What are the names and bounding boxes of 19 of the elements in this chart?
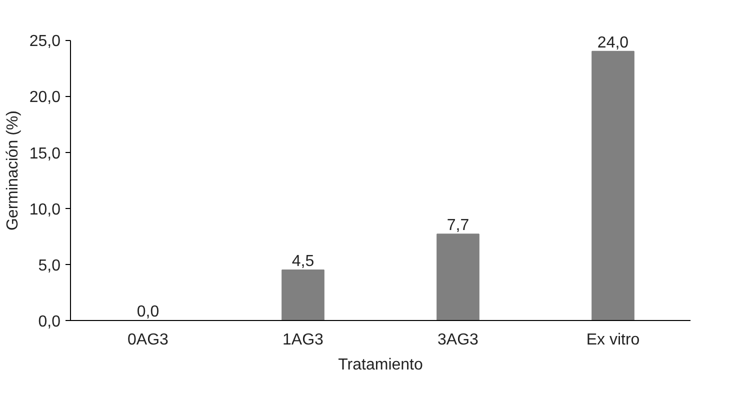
- bar: [436, 234, 480, 320]
- x-axis-title: Tratamiento: [338, 356, 423, 374]
- y-tick-label: 20,0: [29, 89, 61, 106]
- y-tick-label: 5,0: [38, 257, 61, 274]
- data-label: 24,0: [597, 34, 629, 52]
- x-tick-label: 3AG3: [438, 332, 479, 348]
- y-tick-label: 15,0: [29, 145, 61, 162]
- data-label: 7,7: [446, 217, 470, 234]
- x-tick-label: 1AG3: [282, 332, 324, 348]
- y-tick-label: 10,0: [29, 201, 61, 218]
- x-tick-label: 0AG3: [128, 332, 169, 348]
- y-tick-label: 25,0: [29, 33, 61, 50]
- data-label: 0,0: [136, 304, 160, 320]
- x-tick-label: Ex vitro: [586, 332, 640, 348]
- y-axis-title: Germinación (%): [4, 110, 22, 231]
- bar: [282, 270, 324, 320]
- data-label: 4,5: [292, 253, 314, 270]
- y-tick-label: 0,0: [38, 314, 61, 330]
- bar: [592, 50, 634, 320]
